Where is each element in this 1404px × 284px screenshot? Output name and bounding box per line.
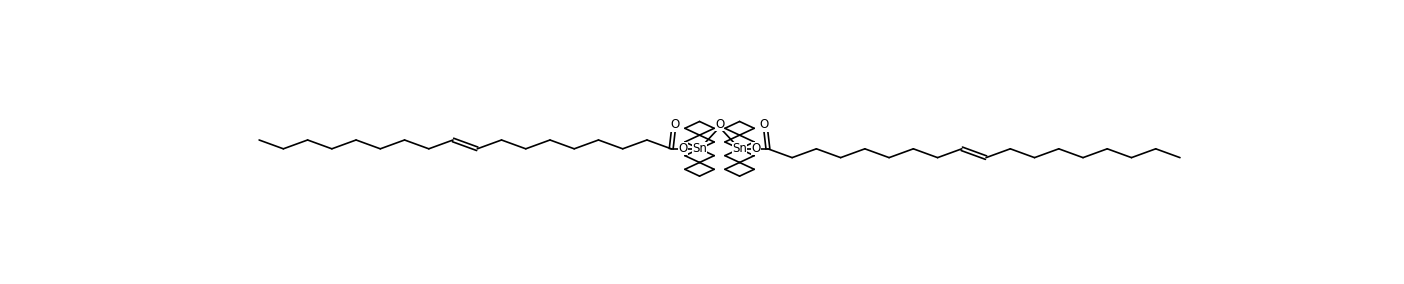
Text: O: O [760,118,768,131]
Text: O: O [671,118,680,131]
Text: O: O [751,142,761,155]
Text: Sn: Sn [692,142,708,155]
Text: O: O [678,142,688,155]
Text: Sn: Sn [731,142,747,155]
Text: O: O [715,118,724,131]
